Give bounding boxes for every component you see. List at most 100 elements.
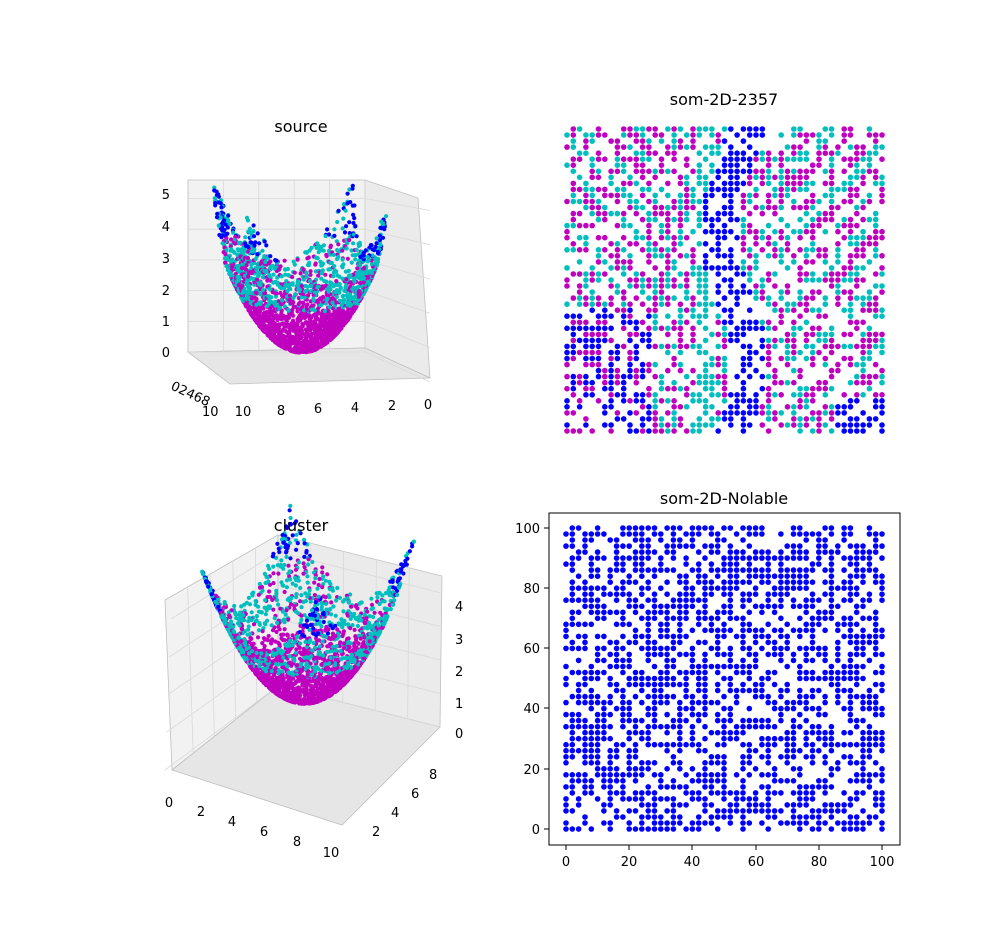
som-2357-point	[872, 361, 879, 368]
source-point	[379, 219, 384, 224]
som-2357-point	[665, 247, 671, 253]
som-2357-point	[847, 192, 854, 199]
som-2357-point	[620, 168, 627, 175]
som-2357-point	[860, 150, 866, 156]
som-2357-point	[872, 307, 879, 314]
som-2357-point	[696, 398, 703, 404]
som-2357-point	[595, 234, 602, 241]
som-2357-point	[639, 126, 646, 132]
som-2357-point	[847, 259, 854, 265]
som-2357-point	[646, 210, 652, 217]
som-2357-point	[734, 289, 740, 295]
som-2357-point	[589, 331, 595, 338]
som-2357-point	[715, 132, 721, 138]
som-2357-point	[633, 295, 640, 301]
cluster-point	[348, 626, 353, 631]
som-2357-point	[772, 337, 778, 344]
som-2357-point	[759, 289, 766, 295]
som-2357-point	[677, 222, 684, 229]
som-2357-point	[872, 222, 879, 229]
source-point	[212, 188, 217, 193]
som-2357-point	[803, 168, 810, 175]
som-2357-point	[753, 295, 759, 301]
som-2357-point	[620, 247, 627, 253]
cluster-point	[280, 609, 285, 614]
som-2357-point	[860, 307, 866, 314]
som-2357-point	[589, 385, 595, 392]
som-2357-point	[803, 343, 810, 350]
som-2357-point	[614, 259, 621, 265]
source-point	[298, 307, 303, 312]
som-2357-point	[683, 253, 690, 259]
cluster-point	[301, 599, 306, 605]
som-2357-point	[765, 428, 772, 434]
som-2357-point	[759, 319, 766, 326]
cluster-point	[313, 576, 318, 581]
source-point	[340, 257, 345, 262]
som-2357-point	[753, 174, 759, 181]
som-2357-point	[746, 156, 753, 162]
som-2357-point	[753, 404, 759, 410]
som-2357-point	[702, 204, 709, 211]
source-point	[343, 284, 348, 289]
som-2357-point	[847, 180, 854, 187]
source-point	[254, 296, 259, 301]
som-2357-point	[608, 349, 614, 356]
som-2357-point	[728, 156, 734, 162]
som-2357-point	[879, 265, 885, 271]
som-2357-point	[721, 192, 728, 199]
som-2357-point	[759, 156, 766, 162]
som-2357-point	[570, 337, 577, 344]
som-2357-point	[608, 398, 614, 404]
som-2357-point	[721, 416, 728, 422]
som-2357-point	[721, 156, 728, 162]
source-point	[250, 249, 255, 254]
cluster-point	[407, 549, 412, 554]
cluster-point	[271, 607, 276, 612]
som-2357-point	[765, 277, 772, 283]
som-2357-point	[822, 150, 829, 156]
som-2357-point	[570, 132, 577, 138]
som-2357-point	[740, 416, 747, 422]
som-2357-point	[614, 162, 621, 168]
som-2357-point	[740, 361, 747, 368]
som-2357-point	[866, 416, 873, 422]
som-2357-point	[803, 337, 810, 344]
som-2357-point	[746, 192, 753, 199]
som-2357-point	[778, 289, 784, 295]
som-2357-point	[608, 325, 614, 332]
som-2357-point	[828, 265, 835, 271]
som-2357-point	[665, 210, 671, 217]
som-2357-point	[646, 144, 652, 150]
som-2357-point	[784, 301, 791, 308]
som-2357-point	[860, 234, 866, 241]
som-2357-point	[671, 138, 677, 144]
som-2357-point	[740, 428, 747, 434]
som-2357-point	[608, 422, 614, 428]
source-point	[282, 258, 287, 263]
som-2357-point	[702, 241, 709, 247]
cluster-point	[246, 595, 251, 601]
som-2357-point	[746, 126, 753, 132]
som-2357-point	[854, 168, 860, 175]
som-2357-point	[709, 186, 715, 193]
cluster-point	[305, 580, 310, 585]
som-2357-point	[570, 319, 577, 326]
som-2357-point	[847, 355, 854, 362]
som-2357-point	[841, 404, 847, 410]
som-2357-point	[652, 247, 658, 253]
som-2357-point	[822, 138, 829, 144]
som-2357-point	[847, 289, 854, 295]
som-2357-point	[633, 277, 640, 283]
som-2357-point	[627, 156, 633, 162]
som-2357-point	[835, 247, 841, 253]
som-2357-point	[740, 343, 747, 350]
som-2357-point	[620, 398, 627, 404]
som-2357-point	[652, 325, 658, 332]
source-point	[283, 328, 288, 334]
som-2357-point	[728, 422, 734, 428]
som-2357-point	[646, 126, 652, 132]
som-2357-point	[639, 216, 646, 223]
som-2357-point	[696, 162, 703, 168]
som-2357-point	[677, 325, 684, 332]
